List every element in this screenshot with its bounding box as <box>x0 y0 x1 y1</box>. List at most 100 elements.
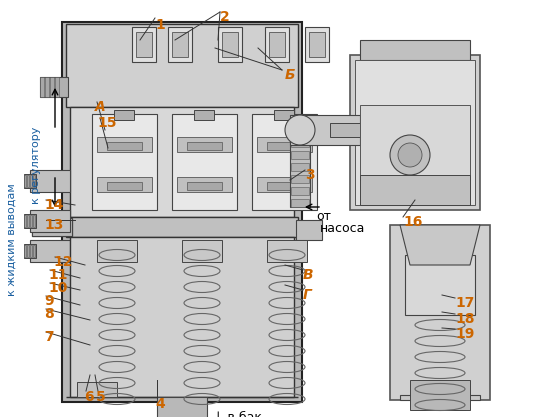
Bar <box>252 114 317 210</box>
Text: 14: 14 <box>44 198 64 212</box>
Bar <box>27 175 29 187</box>
Bar <box>77 382 117 397</box>
Bar <box>194 110 214 120</box>
Bar <box>360 40 470 60</box>
Bar <box>114 110 134 120</box>
Text: 1: 1 <box>155 18 165 32</box>
Bar <box>405 255 475 315</box>
Bar <box>24 215 26 227</box>
Bar <box>291 187 309 195</box>
Bar <box>265 27 289 62</box>
Bar <box>32 218 72 236</box>
Bar <box>107 182 142 190</box>
Bar <box>168 27 192 62</box>
Text: 9: 9 <box>44 294 53 308</box>
Bar <box>40 77 68 97</box>
Bar <box>30 215 32 227</box>
Text: А: А <box>95 100 106 114</box>
Text: 19: 19 <box>455 327 474 341</box>
Bar <box>55 77 59 97</box>
Text: от: от <box>316 210 331 223</box>
Bar <box>24 175 26 187</box>
Text: Г: Г <box>303 288 312 302</box>
Bar <box>177 177 232 192</box>
Bar <box>33 175 35 187</box>
Text: 8: 8 <box>44 307 54 321</box>
Bar <box>66 217 298 237</box>
Bar <box>45 77 49 97</box>
Text: 11: 11 <box>48 268 68 282</box>
Text: 10: 10 <box>48 281 68 295</box>
Bar <box>157 397 207 417</box>
Bar <box>24 214 36 228</box>
Bar <box>267 142 302 150</box>
Bar <box>97 177 152 192</box>
Bar <box>33 245 35 257</box>
Bar <box>27 245 29 257</box>
Bar <box>350 55 480 210</box>
Bar <box>187 182 222 190</box>
Bar <box>33 215 35 227</box>
Bar <box>291 175 309 183</box>
Bar <box>32 218 72 236</box>
Bar <box>30 245 32 257</box>
Bar <box>172 32 188 57</box>
Text: 18: 18 <box>455 312 475 326</box>
Polygon shape <box>400 225 480 265</box>
Text: 13: 13 <box>44 218 63 232</box>
Bar <box>187 142 222 150</box>
Bar <box>355 60 475 205</box>
Bar <box>296 220 322 240</box>
Text: 5: 5 <box>96 390 106 404</box>
Bar <box>305 27 329 62</box>
Bar <box>107 142 142 150</box>
Text: 6: 6 <box>84 390 93 404</box>
Bar <box>360 175 470 205</box>
Bar <box>182 240 222 262</box>
Text: ↓ в бак: ↓ в бак <box>213 411 262 417</box>
Bar <box>136 32 152 57</box>
Bar <box>66 24 298 107</box>
Bar <box>40 77 44 97</box>
Bar <box>24 174 36 188</box>
Text: 2: 2 <box>220 10 229 24</box>
Text: В: В <box>303 268 314 282</box>
Bar <box>97 137 152 152</box>
Text: Б: Б <box>285 68 295 82</box>
Bar <box>309 32 325 57</box>
Circle shape <box>398 143 422 167</box>
Bar <box>222 32 238 57</box>
Bar <box>290 122 310 207</box>
Bar <box>267 240 307 262</box>
Bar <box>257 137 312 152</box>
Bar <box>291 127 309 135</box>
Bar <box>27 215 29 227</box>
Bar <box>24 245 26 257</box>
Text: 16: 16 <box>403 215 422 229</box>
Bar <box>291 151 309 159</box>
Bar <box>132 27 156 62</box>
Bar <box>218 27 242 62</box>
Circle shape <box>390 135 430 175</box>
Bar <box>400 395 480 400</box>
Bar <box>390 225 490 400</box>
Bar <box>257 177 312 192</box>
Bar <box>92 114 157 210</box>
Text: насоса: насоса <box>320 222 366 235</box>
Bar <box>330 123 360 137</box>
Bar <box>291 139 309 147</box>
Bar <box>30 210 70 232</box>
Bar <box>172 114 237 210</box>
Bar <box>30 175 32 187</box>
Bar <box>62 22 302 402</box>
Text: 15: 15 <box>97 116 117 130</box>
Bar <box>50 77 54 97</box>
Text: 17: 17 <box>455 296 474 310</box>
Bar <box>177 137 232 152</box>
Text: к жидким выводам: к жидким выводам <box>7 183 17 296</box>
Bar <box>291 163 309 171</box>
Bar <box>360 105 470 180</box>
Text: 12: 12 <box>53 255 72 269</box>
Bar <box>30 240 70 262</box>
Bar <box>274 110 294 120</box>
